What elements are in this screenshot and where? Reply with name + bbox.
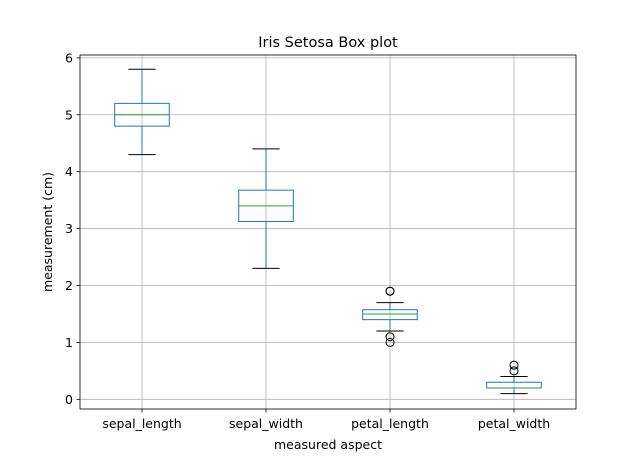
outlier-point (509, 360, 519, 370)
y-axis-label: measurement (cm) (40, 172, 55, 292)
outlier-point (385, 332, 395, 342)
x-axis-label: measured aspect (274, 437, 382, 452)
x-tick-label: sepal_width (229, 416, 303, 431)
y-tick-label: 6 (65, 50, 73, 65)
y-tick-label: 5 (65, 107, 73, 122)
y-tick-label: 3 (65, 221, 73, 236)
x-tick-label: petal_width (478, 416, 550, 431)
axes-layer: 0 1 2 3 4 5 6 sepal_length sepal_width petal_leng… (65, 50, 577, 431)
y-tick-label: 2 (65, 278, 73, 293)
box-petal-width (486, 360, 542, 395)
outlier-point (509, 366, 519, 376)
iqr-box (362, 309, 418, 321)
y-tick-label: 0 (65, 392, 73, 407)
box-sepal-length (114, 68, 170, 156)
chart-title: Iris Setosa Box plot (258, 35, 398, 51)
x-tick-label: sepal_length (102, 416, 181, 431)
outlier-point (385, 337, 395, 347)
y-tick-label: 4 (65, 164, 73, 179)
box-sepal-width (238, 148, 294, 269)
y-tick-label: 1 (65, 335, 73, 350)
grid-layer (80, 55, 576, 409)
outlier-point (385, 286, 395, 296)
plot-layer (114, 68, 542, 395)
plot-frame (79, 54, 577, 410)
x-tick-label: petal_length (351, 416, 429, 431)
box-petal-length (362, 286, 418, 347)
